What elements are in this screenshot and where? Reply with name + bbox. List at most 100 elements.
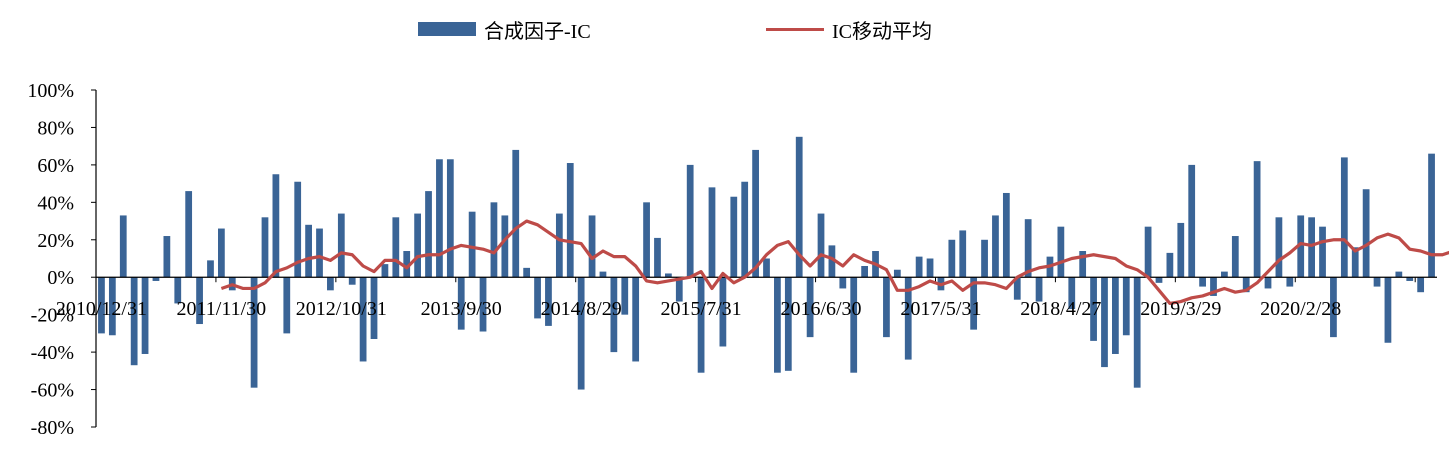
bar-ic-120 <box>1406 277 1414 281</box>
y-tick-label: 100% <box>27 80 74 102</box>
bar-ic-112 <box>1319 226 1326 278</box>
bar-ic-62 <box>774 277 781 373</box>
bar-ic-114 <box>1340 157 1348 278</box>
bar-ic-54 <box>686 164 694 278</box>
bar-ic-88 <box>1057 226 1065 278</box>
bar-ic-33 <box>457 277 465 330</box>
x-tick-label: 2012/10/31 <box>296 298 387 320</box>
x-tick-label: 2010/12/31 <box>56 298 147 320</box>
bar-ic-108 <box>1275 217 1283 278</box>
bar-ic-74 <box>904 277 912 360</box>
bar-ic-84 <box>1013 277 1021 300</box>
bar-ic-97 <box>1155 277 1163 283</box>
bar-ic-104 <box>1231 236 1239 278</box>
bar-ic-11 <box>218 228 225 278</box>
bar-ic-41 <box>545 277 552 326</box>
bar-ic-96 <box>1144 226 1152 278</box>
legend-line-swatch <box>766 27 824 31</box>
bar-ic-73 <box>893 269 901 278</box>
bar-ic-4 <box>141 277 149 354</box>
bar-ic-79 <box>959 230 967 278</box>
bar-ic-68 <box>839 277 847 289</box>
bar-ic-47 <box>610 277 618 353</box>
bar-ic-60 <box>752 149 759 278</box>
bar-ic-0 <box>98 277 105 334</box>
bar-ic-121 <box>1417 277 1425 293</box>
legend-item-line: IC移动平均 <box>766 14 932 44</box>
y-tick-label: 20% <box>37 230 74 252</box>
bar-ic-58 <box>730 196 738 278</box>
bar-ic-105 <box>1242 277 1250 293</box>
bar-ic-113 <box>1330 277 1337 338</box>
bar-ic-106 <box>1253 161 1261 278</box>
bar-ic-65 <box>806 277 814 338</box>
y-tick-label: -60% <box>31 380 74 402</box>
bar-ic-31 <box>436 159 443 278</box>
bar-ic-46 <box>599 271 607 278</box>
bar-ic-118 <box>1384 277 1392 343</box>
bar-ic-100 <box>1188 164 1196 278</box>
bar-ic-19 <box>305 224 312 278</box>
bar-ic-85 <box>1024 219 1032 278</box>
bar-ic-102 <box>1210 277 1217 296</box>
bar-ic-81 <box>981 239 988 278</box>
bar-ic-82 <box>992 215 999 278</box>
bar-ic-25 <box>370 277 378 339</box>
x-tick-label: 2018/4/27 <box>1020 298 1101 320</box>
bar-ic-99 <box>1177 222 1185 278</box>
bar-ic-1 <box>108 277 116 336</box>
x-tick-label: 2013/9/30 <box>421 298 502 320</box>
bar-ic-59 <box>741 181 749 278</box>
bar-ic-29 <box>414 213 421 278</box>
y-tick-label: -80% <box>31 417 74 439</box>
bar-ic-30 <box>425 191 432 278</box>
legend-bar-label: 合成因子-IC <box>484 20 591 43</box>
legend-bar-swatch <box>418 22 476 36</box>
bar-ic-70 <box>861 265 868 278</box>
bar-ic-94 <box>1122 277 1130 336</box>
bar-ic-83 <box>1002 192 1010 278</box>
x-tick-label: 2017/5/31 <box>900 298 981 320</box>
bar-ic-52 <box>665 273 672 278</box>
bar-ic-44 <box>577 277 585 390</box>
y-tick-label: 80% <box>37 117 74 139</box>
bar-ic-40 <box>534 277 541 319</box>
x-tick-label: 2016/6/30 <box>780 298 861 320</box>
bar-ic-89 <box>1068 277 1076 310</box>
bar-ic-16 <box>272 174 280 278</box>
bar-ic-22 <box>337 213 345 278</box>
bars-layer <box>98 136 1435 390</box>
bar-ic-76 <box>926 258 934 278</box>
bar-ic-10 <box>207 260 214 278</box>
bar-ic-38 <box>512 149 520 278</box>
x-tick-label: 2014/8/29 <box>541 298 622 320</box>
bar-ic-15 <box>261 217 269 278</box>
bar-ic-37 <box>501 215 509 278</box>
bar-ic-78 <box>948 239 956 278</box>
bar-ic-20 <box>316 228 323 278</box>
line-layer <box>220 219 1449 306</box>
bar-ic-14 <box>250 277 258 388</box>
bar-ic-55 <box>697 277 705 373</box>
bar-ic-64 <box>795 136 803 278</box>
bar-ic-43 <box>566 163 574 278</box>
bar-ic-101 <box>1199 277 1206 287</box>
bar-ic-86 <box>1035 277 1043 302</box>
bar-ic-69 <box>850 277 858 373</box>
bar-ic-122 <box>1428 153 1435 278</box>
bar-ic-72 <box>883 277 890 338</box>
bar-ic-35 <box>479 277 487 332</box>
bar-ic-24 <box>359 277 367 362</box>
labels-layer: 100% 80% 60% 40% 20% 0% -20% -40% -60% -80% 2010/1… <box>27 80 1341 439</box>
bar-ic-56 <box>708 187 716 278</box>
bar-ic-91 <box>1090 277 1097 341</box>
bar-ic-95 <box>1133 277 1141 388</box>
bar-ic-23 <box>348 277 356 285</box>
legend-line-label: IC移动平均 <box>832 20 932 43</box>
bar-ic-17 <box>283 277 291 334</box>
x-tick-label: 2019/3/29 <box>1140 298 1221 320</box>
x-tick-label: 2020/2/28 <box>1260 298 1341 320</box>
bar-ic-93 <box>1112 277 1119 354</box>
bar-ic-119 <box>1395 271 1403 278</box>
y-tick-label: 60% <box>37 155 74 177</box>
